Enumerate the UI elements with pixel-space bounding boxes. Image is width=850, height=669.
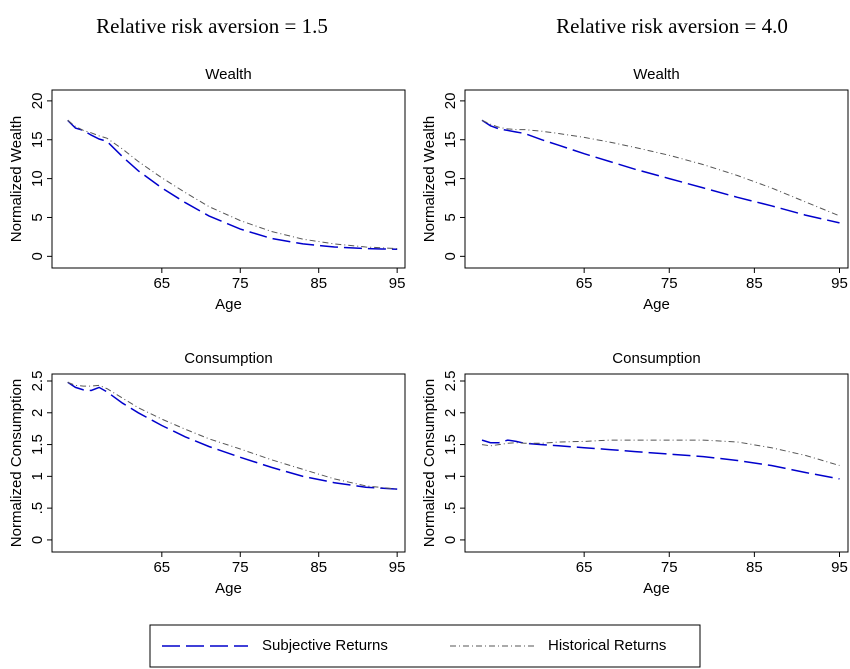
x-tick-label: 85 [746,275,763,292]
y-tick-label: .5 [442,502,459,515]
y-tick-label: 1.5 [29,434,46,455]
y-tick-label: 0 [442,536,459,544]
legend-box [149,624,701,668]
y-tick-label: 15 [29,131,46,148]
y-tick-label: 1 [442,472,459,480]
column-title: Relative risk aversion = 1.5 [96,14,328,38]
plot-frame [464,89,849,269]
y-tick-label: 2.5 [442,371,459,392]
x-tick-label: 65 [153,559,170,576]
x-tick-label: 75 [661,559,678,576]
y-axis-label: Normalized Wealth [8,116,25,242]
y-tick-label: 10 [29,170,46,187]
x-tick-label: 65 [153,275,170,292]
y-tick-label: 15 [442,131,459,148]
x-tick-label: 65 [576,559,593,576]
series-line [481,119,840,224]
y-tick-label: 5 [29,213,46,221]
y-tick-label: 1.5 [442,434,459,455]
series-line [67,119,398,251]
y-tick-label: .5 [29,502,46,515]
plot-frame [51,89,406,269]
chart-title: Wealth [633,66,679,83]
x-tick-label: 95 [831,275,848,292]
x-axis-label: Age [643,580,670,597]
series-line [481,439,840,466]
y-axis-label: Normalized Consumption [8,379,25,547]
legend-label: Historical Returns [548,637,666,654]
y-tick-label: 2.5 [29,371,46,392]
plot-frame [464,373,849,553]
x-axis-label: Age [643,296,670,313]
y-tick-label: 10 [442,170,459,187]
series-line [67,119,398,250]
x-tick-label: 65 [576,275,593,292]
series-line [481,439,840,480]
y-tick-label: 5 [442,213,459,221]
y-tick-label: 2 [29,409,46,417]
y-axis-label: Normalized Consumption [421,379,438,547]
x-axis-label: Age [215,296,242,313]
y-tick-label: 1 [29,472,46,480]
chart-title: Consumption [184,350,272,367]
plot-frame [51,373,406,553]
chart-title: Consumption [612,350,700,367]
x-tick-label: 85 [310,559,327,576]
x-axis-label: Age [215,580,242,597]
y-tick-label: 0 [29,252,46,260]
column-title: Relative risk aversion = 4.0 [556,14,788,38]
x-tick-label: 85 [310,275,327,292]
y-tick-label: 0 [442,252,459,260]
x-tick-label: 85 [746,559,763,576]
y-tick-label: 20 [442,93,459,110]
x-tick-label: 75 [232,559,249,576]
x-tick-label: 95 [831,559,848,576]
chart-title: Wealth [205,66,251,83]
y-tick-label: 0 [29,536,46,544]
series-line [481,119,840,217]
legend-label: Subjective Returns [262,637,388,654]
y-axis-label: Normalized Wealth [421,116,438,242]
y-tick-label: 20 [29,93,46,110]
y-tick-label: 2 [442,409,459,417]
x-tick-label: 95 [389,559,406,576]
x-tick-label: 75 [232,275,249,292]
series-line [67,381,398,490]
x-tick-label: 75 [661,275,678,292]
series-line [67,381,398,490]
x-tick-label: 95 [389,275,406,292]
